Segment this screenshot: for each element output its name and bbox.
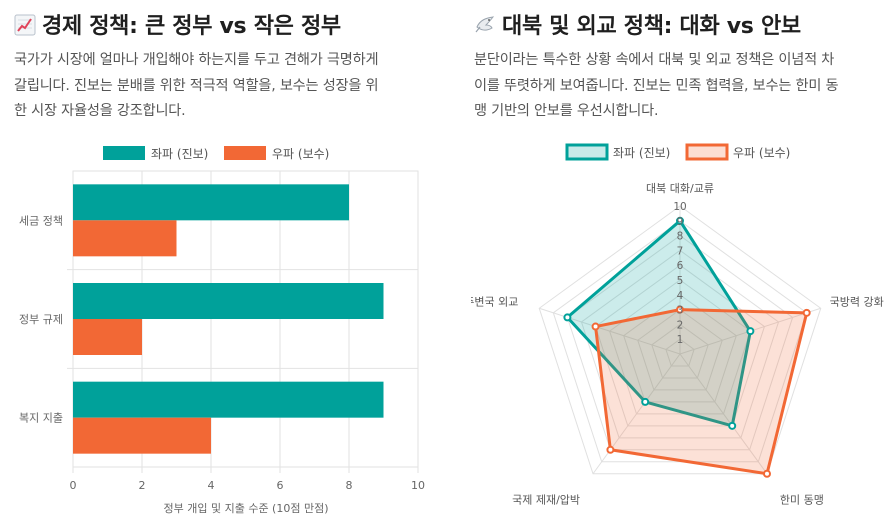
left-desc-line: 갈립니다. 진보는 분배를 위한 적극적 역할을, 보수는 성장을 위 (14, 77, 379, 94)
radar-axis-label: 주변국 외교 (471, 295, 518, 308)
radar-axis-label: 대북 대화/교류 (646, 182, 714, 195)
legend-swatch-right[interactable] (685, 143, 729, 161)
radar-series (563, 216, 811, 478)
radar-point-left[interactable] (676, 216, 684, 225)
right-desc-line: 맹 기반의 안보를 우선시합니다. (474, 103, 659, 119)
left-title-text: 경제 정책: 큰 정부 vs 작은 정부 (42, 14, 341, 39)
bar-bars (73, 184, 384, 454)
category-label: 정부 규제 (19, 313, 63, 326)
radar-area-right[interactable] (594, 308, 809, 476)
bar-legend: 좌파 (진보) 우파 (보수) (103, 146, 329, 161)
radar-tick-label: 2 (677, 319, 684, 331)
category-label: 복지 지출 (19, 412, 63, 425)
right-title-text: 대북 및 외교 정책: 대화 vs 안보 (502, 14, 801, 39)
radar-ring (623, 294, 737, 403)
bar-right[interactable] (73, 220, 177, 257)
radar-tick-labels: 1 2 3 4 5 6 7 8 9 10 (673, 201, 686, 346)
radar-legend: 좌파 (진보) 우파 (보수) (565, 143, 790, 161)
right-description: 분단이라는 특수한 상황 속에서 대북 및 외교 정책은 이념적 차 이를 뚜렷… (474, 48, 891, 125)
radar-axis-label: 국제 제재/압박 (512, 494, 580, 507)
legend-swatch-left[interactable] (103, 146, 145, 160)
x-tick-label: 8 (346, 479, 353, 492)
x-tick-label: 2 (139, 479, 146, 492)
bar-left[interactable] (73, 283, 384, 319)
left-description: 국가가 시장에 얼마나 개입해야 하는지를 두고 견해가 극명하게 갈립니다. … (14, 48, 439, 125)
bar-left[interactable] (73, 184, 349, 221)
radar-tick-label: 4 (677, 290, 684, 302)
radar-ring (651, 323, 709, 379)
radar-tick-label: 1 (677, 334, 684, 346)
x-tick-label: 4 (208, 479, 215, 492)
dove-icon (475, 16, 495, 33)
radar-tick-label: 9 (677, 216, 684, 228)
chart-increasing-icon (14, 14, 36, 36)
x-tick-label: 0 (70, 479, 77, 492)
radar-tick-label: 6 (677, 260, 684, 272)
left-desc-line: 한 시장 자율성을 강조합니다. (14, 103, 186, 119)
radar-point-right[interactable] (676, 305, 684, 314)
left-panel: 경제 정책: 큰 정부 vs 작은 정부 국가가 시장에 얼마나 개입해야 하는… (14, 0, 439, 125)
radar-ring (538, 205, 822, 475)
radar-grid (538, 205, 822, 475)
radar-area-left[interactable] (565, 219, 752, 428)
left-title: 경제 정책: 큰 정부 vs 작은 정부 (14, 8, 439, 40)
x-tick-label: 6 (277, 479, 284, 492)
radar-chart: 좌파 (진보) 우파 (보수) 1 2 3 4 5 6 7 8 9 10 대북 대화/교류국방력 … (471, 143, 884, 507)
radar-tick-label: 8 (677, 231, 684, 243)
radar-spoke (679, 353, 768, 475)
legend-label-right[interactable]: 우파 (보수) (272, 147, 329, 161)
radar-axis-label: 국방력 강화 (830, 295, 884, 308)
radar-point-left[interactable] (641, 397, 650, 406)
right-desc-line: 이를 뚜렷하게 보여줍니다. 진보는 민족 협력을, 보수는 한미 동 (474, 77, 839, 94)
radar-point-left[interactable] (728, 421, 737, 430)
right-desc-line: 분단이라는 특수한 상황 속에서 대북 및 외교 정책은 이념적 차 (474, 52, 835, 68)
bar-right[interactable] (73, 319, 142, 355)
radar-ring (566, 234, 794, 451)
legend-swatch-right[interactable] (224, 146, 266, 160)
radar-spoke (592, 353, 681, 475)
radar-tick-label: 5 (677, 275, 684, 287)
radar-point-right[interactable] (606, 445, 615, 454)
radar-axis-label: 한미 동맹 (780, 494, 824, 507)
radar-ring (594, 264, 766, 427)
bar-x-axis-title: 정부 개입 및 지출 수준 (10점 만점) (164, 502, 329, 515)
radar-point-right[interactable] (802, 308, 811, 317)
radar-point-left[interactable] (746, 327, 755, 336)
left-desc-line: 국가가 시장에 얼마나 개입해야 하는지를 두고 견해가 극명하게 (14, 52, 379, 68)
radar-spoke (539, 307, 681, 355)
radar-point-right[interactable] (762, 469, 771, 478)
legend-label-left[interactable]: 좌파 (진보) (613, 146, 670, 160)
right-panel: 대북 및 외교 정책: 대화 vs 안보 분단이라는 특수한 상황 속에서 대북… (474, 0, 891, 125)
radar-ring (580, 249, 780, 439)
right-title: 대북 및 외교 정책: 대화 vs 안보 (474, 8, 891, 40)
bar-left[interactable] (73, 381, 384, 418)
radar-point-left[interactable] (563, 313, 572, 322)
legend-label-left[interactable]: 좌파 (진보) (151, 147, 208, 161)
radar-point-right[interactable] (591, 322, 600, 331)
radar-tick-label: 10 (673, 201, 686, 213)
legend-label-right[interactable]: 우파 (보수) (733, 146, 790, 160)
radar-tick-label: 7 (677, 245, 684, 257)
radar-ring (665, 338, 695, 367)
category-label: 세금 정책 (19, 214, 63, 227)
radar-ring (637, 308, 723, 391)
bar-x-tick-labels: 0 2 4 6 8 10 (70, 479, 426, 492)
legend-swatch-left[interactable] (565, 143, 609, 161)
bar-right[interactable] (73, 417, 211, 454)
x-tick-label: 10 (411, 479, 425, 492)
radar-tick-label: 3 (677, 305, 684, 317)
